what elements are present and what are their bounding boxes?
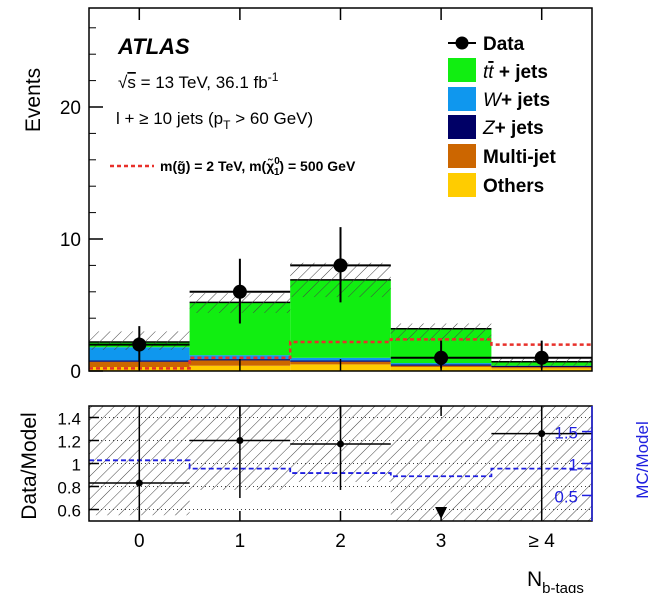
category-labels: 0 1 2 3 ≥ 4	[134, 531, 555, 552]
energy-label: √s = 13 TeV, 36.1 fb-1	[118, 70, 279, 92]
svg-text:Data: Data	[483, 34, 525, 55]
x-axis-title: Nb-tags	[527, 568, 584, 593]
main-panel: 0 10 20 Events ATLAS √s = 13 TeV, 36.1 fb-…	[22, 7, 593, 383]
data-point-2	[290, 227, 391, 303]
uncertainty-bin-3	[390, 323, 492, 341]
legend-wjets: W+ jets	[448, 87, 550, 111]
ratio-panel: 0.6 0.8 1 1.2 1.4 0.5 1 1.5 Data/Model MC/Mode…	[18, 405, 652, 593]
y-axis-title: Events	[22, 68, 45, 132]
signal-step-path	[89, 338, 592, 370]
ratio-y-tick-label-0: 0.6	[57, 502, 81, 521]
ratio-y-tick-label-1: 0.8	[57, 479, 81, 498]
ratio-y-tick-label-2: 1	[72, 456, 81, 475]
signal-line	[89, 338, 592, 370]
legend-data: Data	[448, 34, 525, 55]
ratio-y-tick-label-3: 1.2	[57, 433, 81, 452]
mc-y-tick-label-0: 0.5	[554, 487, 578, 506]
y-tick-label-20: 20	[60, 98, 81, 119]
ratio-y-axis-title: Data/Model	[18, 412, 41, 519]
ratio-point-2	[290, 406, 391, 490]
svg-text:W+ jets: W+ jets	[483, 90, 550, 111]
legend-others: Others	[448, 173, 544, 197]
mc-y-ticks: 0.5 1 1.5	[554, 424, 592, 506]
legend-zjets: Z+ jets	[448, 115, 544, 139]
ratio-point-0	[89, 414, 190, 521]
data-point-0	[89, 326, 190, 362]
signal-legend-label: m(g̃) = 2 TeV, m(χ̃0 1) = 500 GeV	[160, 156, 356, 178]
svg-text:tt + jets: tt + jets	[483, 62, 548, 83]
y-tick-label-0: 0	[70, 362, 81, 383]
selection-label: l + ≥ 10 jets (pT > 60 GeV)	[116, 109, 313, 132]
main-x-ticks	[138, 8, 543, 371]
legend-ttbar: tt + jets	[448, 58, 548, 83]
legend: Data tt + jets W+ jets Z+ jets Multi-jet…	[448, 34, 556, 197]
y-tick-label-10: 10	[60, 230, 81, 251]
svg-text:Z+ jets: Z+ jets	[482, 118, 544, 139]
mc-y-axis-title: MC/Model	[633, 421, 652, 498]
category-label-0: 0	[134, 531, 145, 552]
category-label-1: 1	[235, 531, 246, 552]
ratio-band-bin-3	[390, 406, 492, 521]
ratio-points	[89, 406, 592, 521]
mc-y-tick-label-2: 1.5	[554, 424, 578, 443]
svg-text:Multi-jet: Multi-jet	[483, 147, 556, 168]
category-label-2: 2	[335, 531, 346, 552]
data-point-1	[189, 258, 291, 324]
legend-multijet: Multi-jet	[448, 144, 556, 168]
main-y-ticks: 0 10 20	[60, 27, 103, 383]
ratio-y-tick-label-4: 1.4	[57, 410, 81, 429]
ratio-point-1	[189, 406, 291, 498]
category-label-4: ≥ 4	[529, 531, 556, 552]
atlas-label: ATLAS	[117, 34, 190, 59]
ratio-x-ticks	[138, 406, 543, 521]
category-label-3: 3	[436, 531, 447, 552]
svg-text:Others: Others	[483, 176, 544, 197]
mc-y-tick-label-1: 1	[569, 456, 578, 475]
ratio-y-ticks: 0.6 0.8 1 1.2 1.4	[57, 410, 99, 521]
ratio-point-4	[491, 406, 592, 515]
